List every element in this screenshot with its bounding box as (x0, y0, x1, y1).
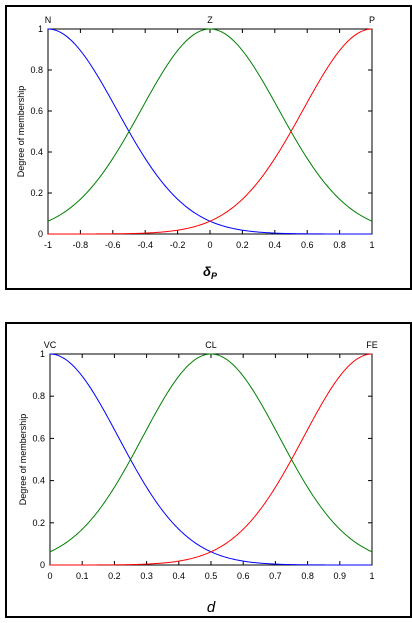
x-tick-label: 1 (369, 571, 374, 581)
y-axis-label: Degree of membership (18, 414, 28, 506)
y-axis-label: Degree of membership (16, 86, 26, 178)
y-tick-label: 1 (40, 349, 45, 359)
x-tick-label: 0.4 (269, 240, 282, 250)
series-line-p (48, 28, 373, 235)
y-tick-label: 1 (38, 24, 43, 34)
x-tick-label: 0.8 (301, 571, 314, 581)
y-tick-label: 0.8 (30, 65, 43, 75)
series-label-z: Z (207, 15, 213, 25)
y-tick-label: 0 (40, 560, 45, 570)
x-tick-label: 0.6 (301, 240, 314, 250)
y-tick-label: 0 (38, 229, 43, 239)
x-tick-label: 0.9 (334, 571, 347, 581)
x-axis-label: δP (203, 264, 218, 281)
chart-1: 0 0.1 0.2 0.3 0.4 0.5 0.6 0.7 0.8 0.9 1 0 0.2 0.4 0.6 0… (18, 340, 378, 616)
x-tick-label: 0.4 (173, 571, 186, 581)
plot-frame (47, 28, 373, 235)
x-tick-label: 0.6 (237, 571, 250, 581)
series-line-z (47, 28, 373, 222)
x-tick-label: 0.3 (140, 571, 153, 581)
series-line-vc (49, 353, 372, 566)
y-tick-label: 0.2 (30, 188, 43, 198)
y-tick-label: 0.8 (32, 391, 45, 401)
x-tick-label: 0 (207, 240, 212, 250)
y-tick-label: 0.4 (32, 476, 45, 486)
y-tick-label: 0.2 (32, 518, 45, 528)
x-axis-label: d (207, 599, 216, 616)
x-tick-label: -0.4 (137, 240, 153, 250)
chart-0: -1 -0.8 -0.6 -0.4 -0.2 0 0.2 0.4 0.6 0.8 1 0 0.2 0.4 0… (16, 15, 375, 281)
x-tick-label: -0.2 (170, 240, 186, 250)
x-tick-label: 1 (369, 240, 374, 250)
x-tick-label: 0.2 (236, 240, 249, 250)
series-label-n: N (45, 15, 52, 25)
y-tick-label: 0.6 (30, 106, 43, 116)
y-tick-label: 0.4 (30, 147, 43, 157)
x-tick-label: 0.8 (333, 240, 346, 250)
series-line-cl (49, 353, 373, 553)
x-tick-label: -1 (44, 240, 52, 250)
x-tick-label: 0.2 (108, 571, 121, 581)
chart-panel-delta-p (5, 5, 412, 290)
x-tick-label: -0.6 (105, 240, 121, 250)
series-label-fe: FE (366, 340, 378, 350)
x-tick-label: 0.5 (205, 571, 218, 581)
x-tick-label: 0.1 (76, 571, 89, 581)
x-tick-label: -0.8 (73, 240, 89, 250)
series-label-vc: VC (44, 340, 57, 350)
series-line-n (47, 28, 372, 235)
series-line-fe (50, 353, 373, 566)
x-tick-label: 0.7 (269, 571, 282, 581)
x-tick-label: 0 (47, 571, 52, 581)
series-label-p: P (369, 15, 375, 25)
y-tick-label: 0.6 (32, 433, 45, 443)
series-label-cl: CL (205, 340, 217, 350)
plot-frame (49, 353, 373, 566)
